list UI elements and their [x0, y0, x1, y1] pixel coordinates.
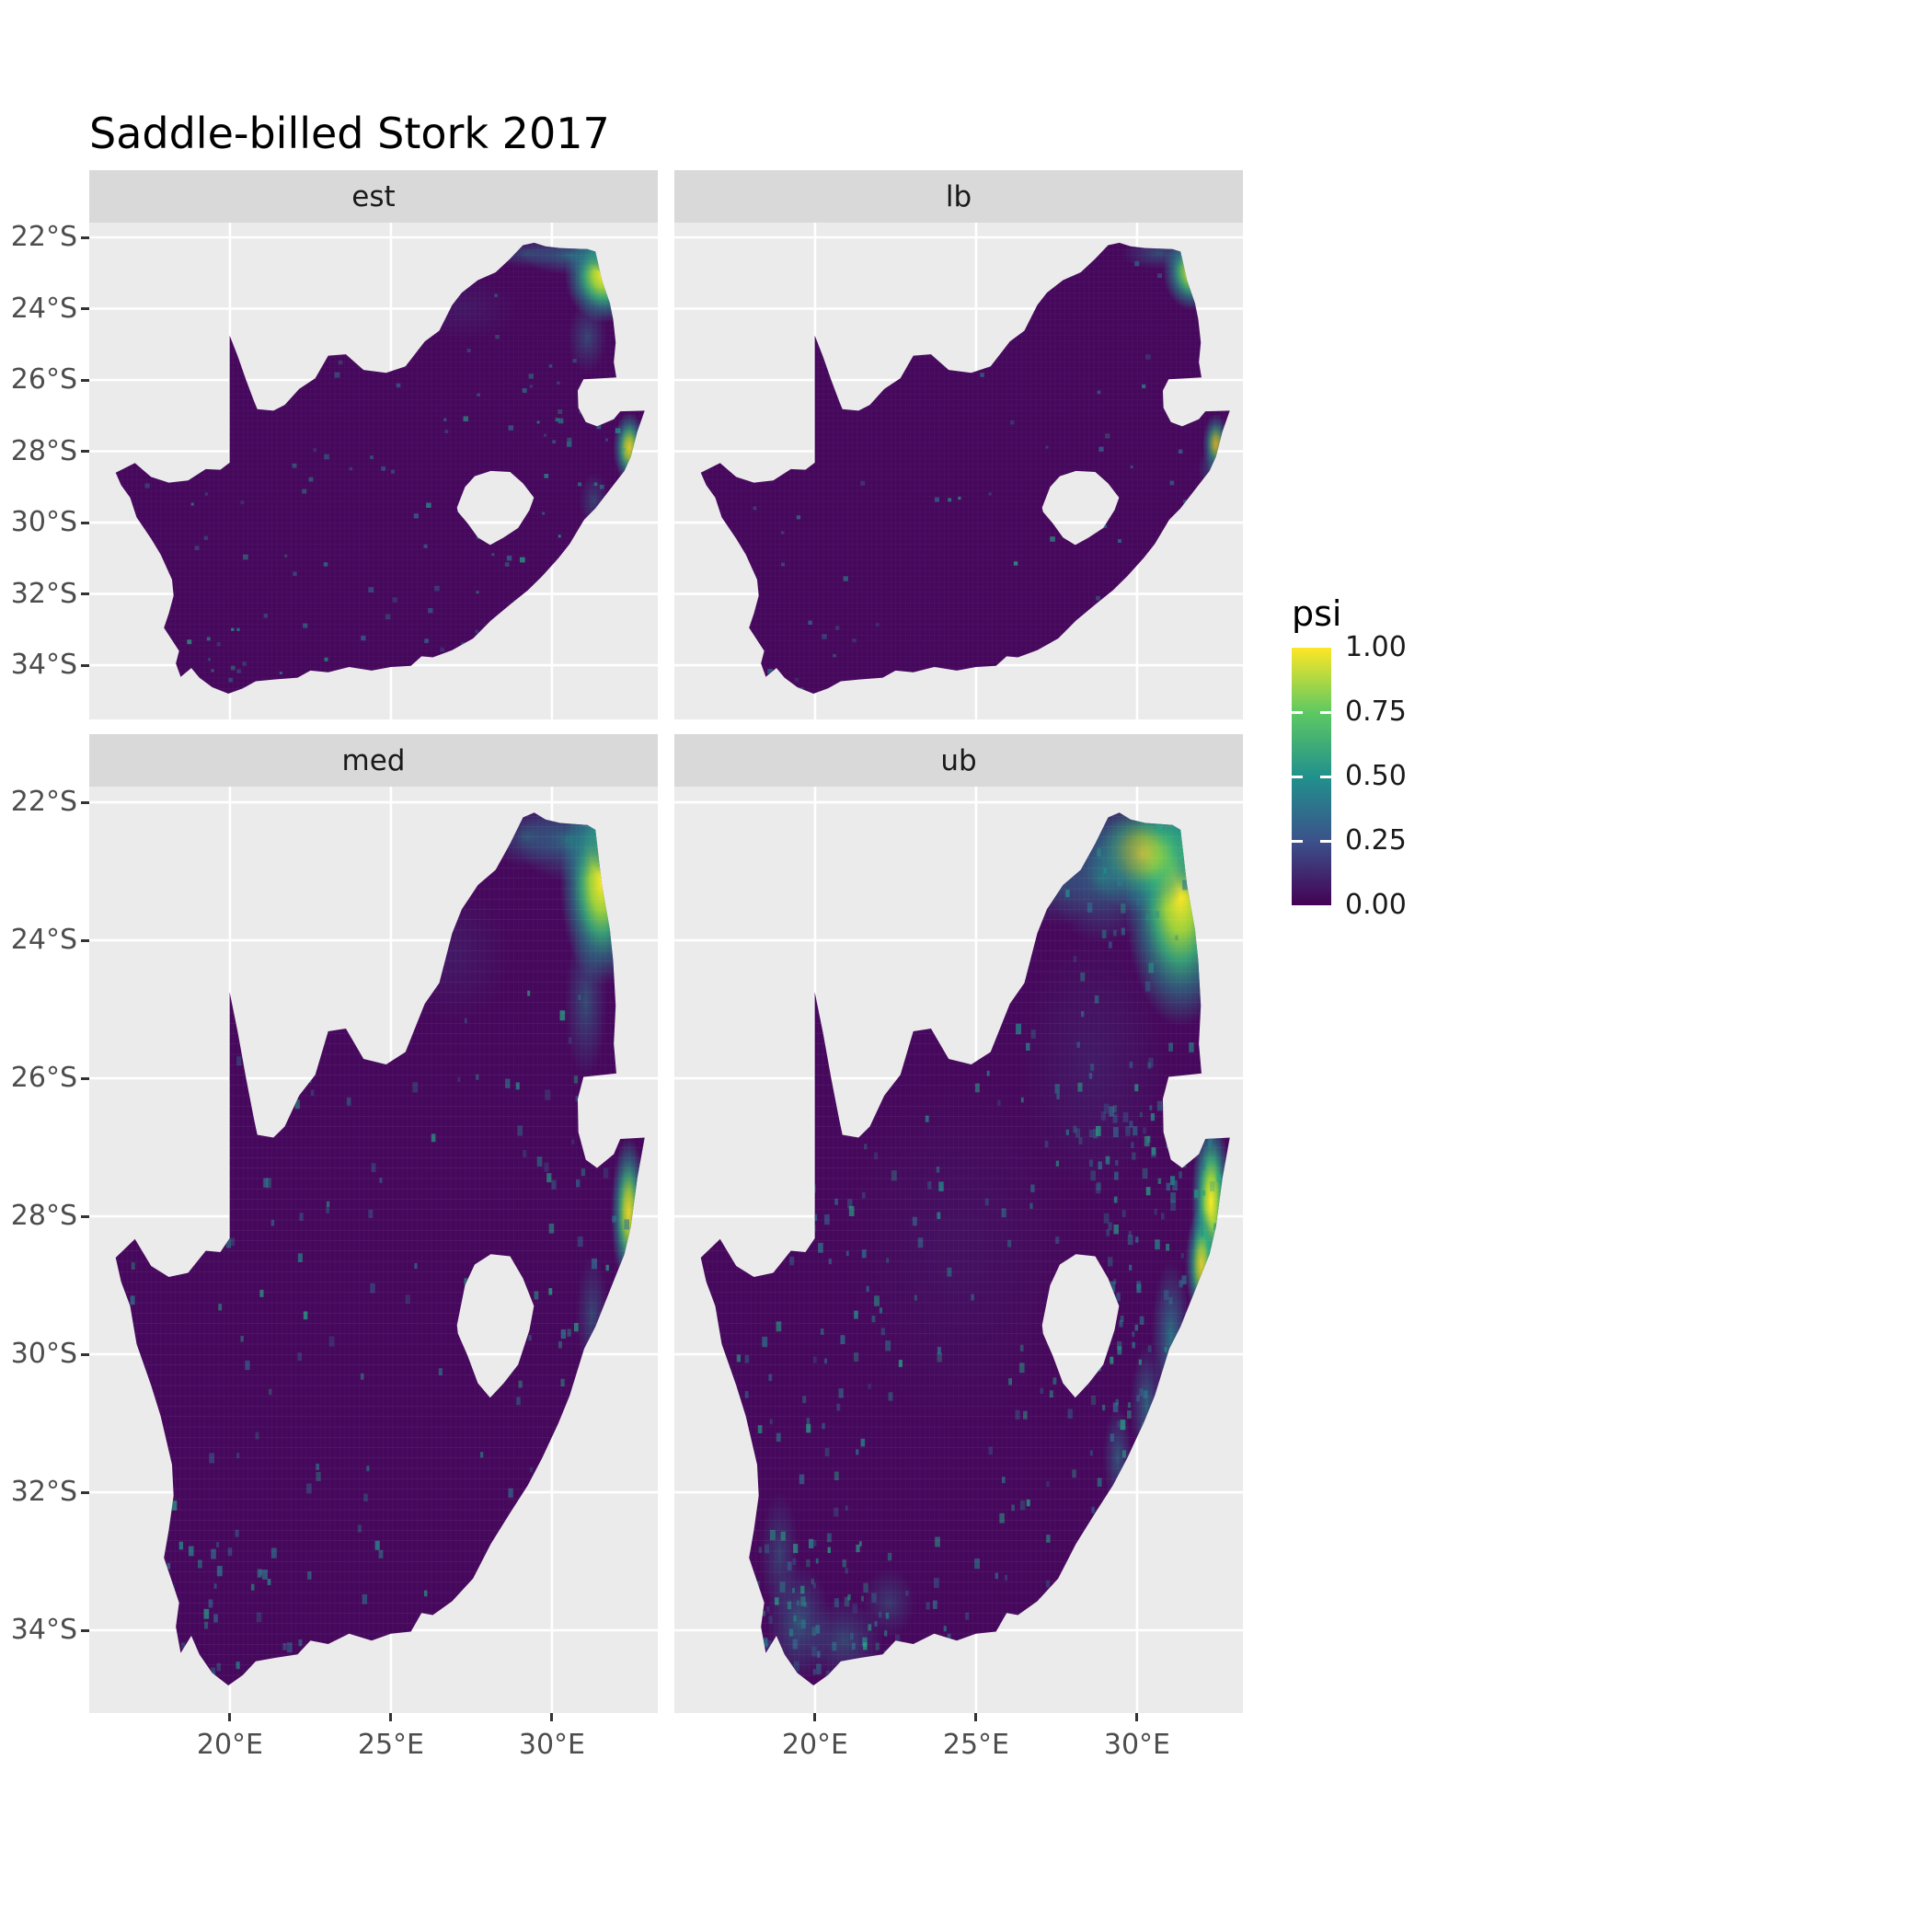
map-lb: [674, 223, 1243, 719]
x-axis-tick-label: 20°E: [196, 1729, 264, 1761]
x-axis-tick-label: 25°E: [942, 1729, 1010, 1761]
facet-strip-label: med: [341, 743, 406, 777]
psi-overlay-med: [115, 812, 645, 1686]
y-axis-tick-label: 22°S: [10, 221, 77, 253]
map-med: [89, 787, 658, 1713]
facet-strip-label: est: [351, 179, 396, 213]
x-axis-tick-label: 30°E: [518, 1729, 586, 1761]
facet-panel-est: [89, 223, 658, 719]
psi-overlay-est: [115, 242, 645, 695]
y-axis-tick-mark: [81, 450, 89, 453]
y-axis-tick-label: 30°S: [10, 506, 77, 538]
psi-overlay-lb: [700, 242, 1230, 695]
y-axis-tick-label: 26°S: [10, 1062, 77, 1094]
y-axis-tick-label: 24°S: [10, 292, 77, 325]
x-axis-tick-label: 30°E: [1103, 1729, 1171, 1761]
y-axis-tick-mark: [81, 800, 89, 804]
y-axis-tick-mark: [81, 938, 89, 942]
legend: psi 1.00 0.75 0.50 0.25 0.00: [1288, 596, 1454, 964]
map-est: [89, 223, 658, 719]
y-axis-tick-label: 32°S: [10, 577, 77, 610]
legend-tick-label: 1.00: [1345, 631, 1407, 663]
y-axis-tick-mark: [81, 1214, 89, 1218]
y-axis-tick-mark: [81, 1490, 89, 1494]
legend-title: psi: [1292, 593, 1342, 634]
legend-tick-mark: [1292, 710, 1303, 714]
y-axis-tick-mark: [81, 663, 89, 667]
x-axis-tick-mark: [228, 1713, 232, 1721]
x-axis-tick-mark: [1135, 1713, 1139, 1721]
y-axis-tick-mark: [81, 1076, 89, 1080]
x-axis-tick-mark: [550, 1713, 554, 1721]
legend-tick-label: 0.00: [1345, 889, 1407, 921]
y-axis-tick-label: 28°S: [10, 434, 77, 467]
psi-overlay-ub: [700, 812, 1230, 1686]
facet-strip-label: ub: [940, 743, 977, 777]
facet-strip-est: est: [89, 170, 658, 223]
facet-strip-med: med: [89, 734, 658, 787]
y-axis-tick-mark: [81, 307, 89, 310]
facet-panel-med: [89, 787, 658, 1713]
y-axis-tick-label: 32°S: [10, 1476, 77, 1508]
legend-tick-mark: [1292, 839, 1303, 843]
legend-tick-mark: [1292, 775, 1303, 778]
x-axis-tick-label: 20°E: [781, 1729, 849, 1761]
x-axis-tick-mark: [813, 1713, 817, 1721]
y-axis-tick-label: 30°S: [10, 1338, 77, 1370]
legend-tick-mark: [1320, 839, 1331, 843]
x-axis-tick-mark: [389, 1713, 393, 1721]
facet-panel-lb: [674, 223, 1243, 719]
plot-title: Saddle-billed Stork 2017: [89, 109, 610, 158]
y-axis-tick-label: 24°S: [10, 924, 77, 956]
y-axis-tick-mark: [81, 1628, 89, 1632]
x-axis-tick-mark: [974, 1713, 978, 1721]
legend-tick-label: 0.50: [1345, 760, 1407, 792]
legend-tick-mark: [1320, 775, 1331, 778]
legend-tick-label: 0.25: [1345, 824, 1407, 857]
y-axis-tick-label: 28°S: [10, 1200, 77, 1232]
y-axis-tick-mark: [81, 521, 89, 524]
y-axis-tick-label: 34°S: [10, 1614, 77, 1646]
y-axis-tick-mark: [81, 236, 89, 239]
y-axis-tick-mark: [81, 378, 89, 382]
legend-tick-label: 0.75: [1345, 696, 1407, 728]
y-axis-tick-label: 26°S: [10, 363, 77, 396]
y-axis-tick-mark: [81, 592, 89, 595]
facet-strip-lb: lb: [674, 170, 1243, 223]
map-ub: [674, 787, 1243, 1713]
y-axis-tick-label: 34°S: [10, 649, 77, 681]
y-axis-tick-mark: [81, 1352, 89, 1356]
facet-strip-label: lb: [945, 179, 972, 213]
facet-strip-ub: ub: [674, 734, 1243, 787]
facet-panel-ub: [674, 787, 1243, 1713]
x-axis-tick-label: 25°E: [357, 1729, 425, 1761]
legend-tick-mark: [1320, 710, 1331, 714]
y-axis-tick-label: 22°S: [10, 786, 77, 818]
